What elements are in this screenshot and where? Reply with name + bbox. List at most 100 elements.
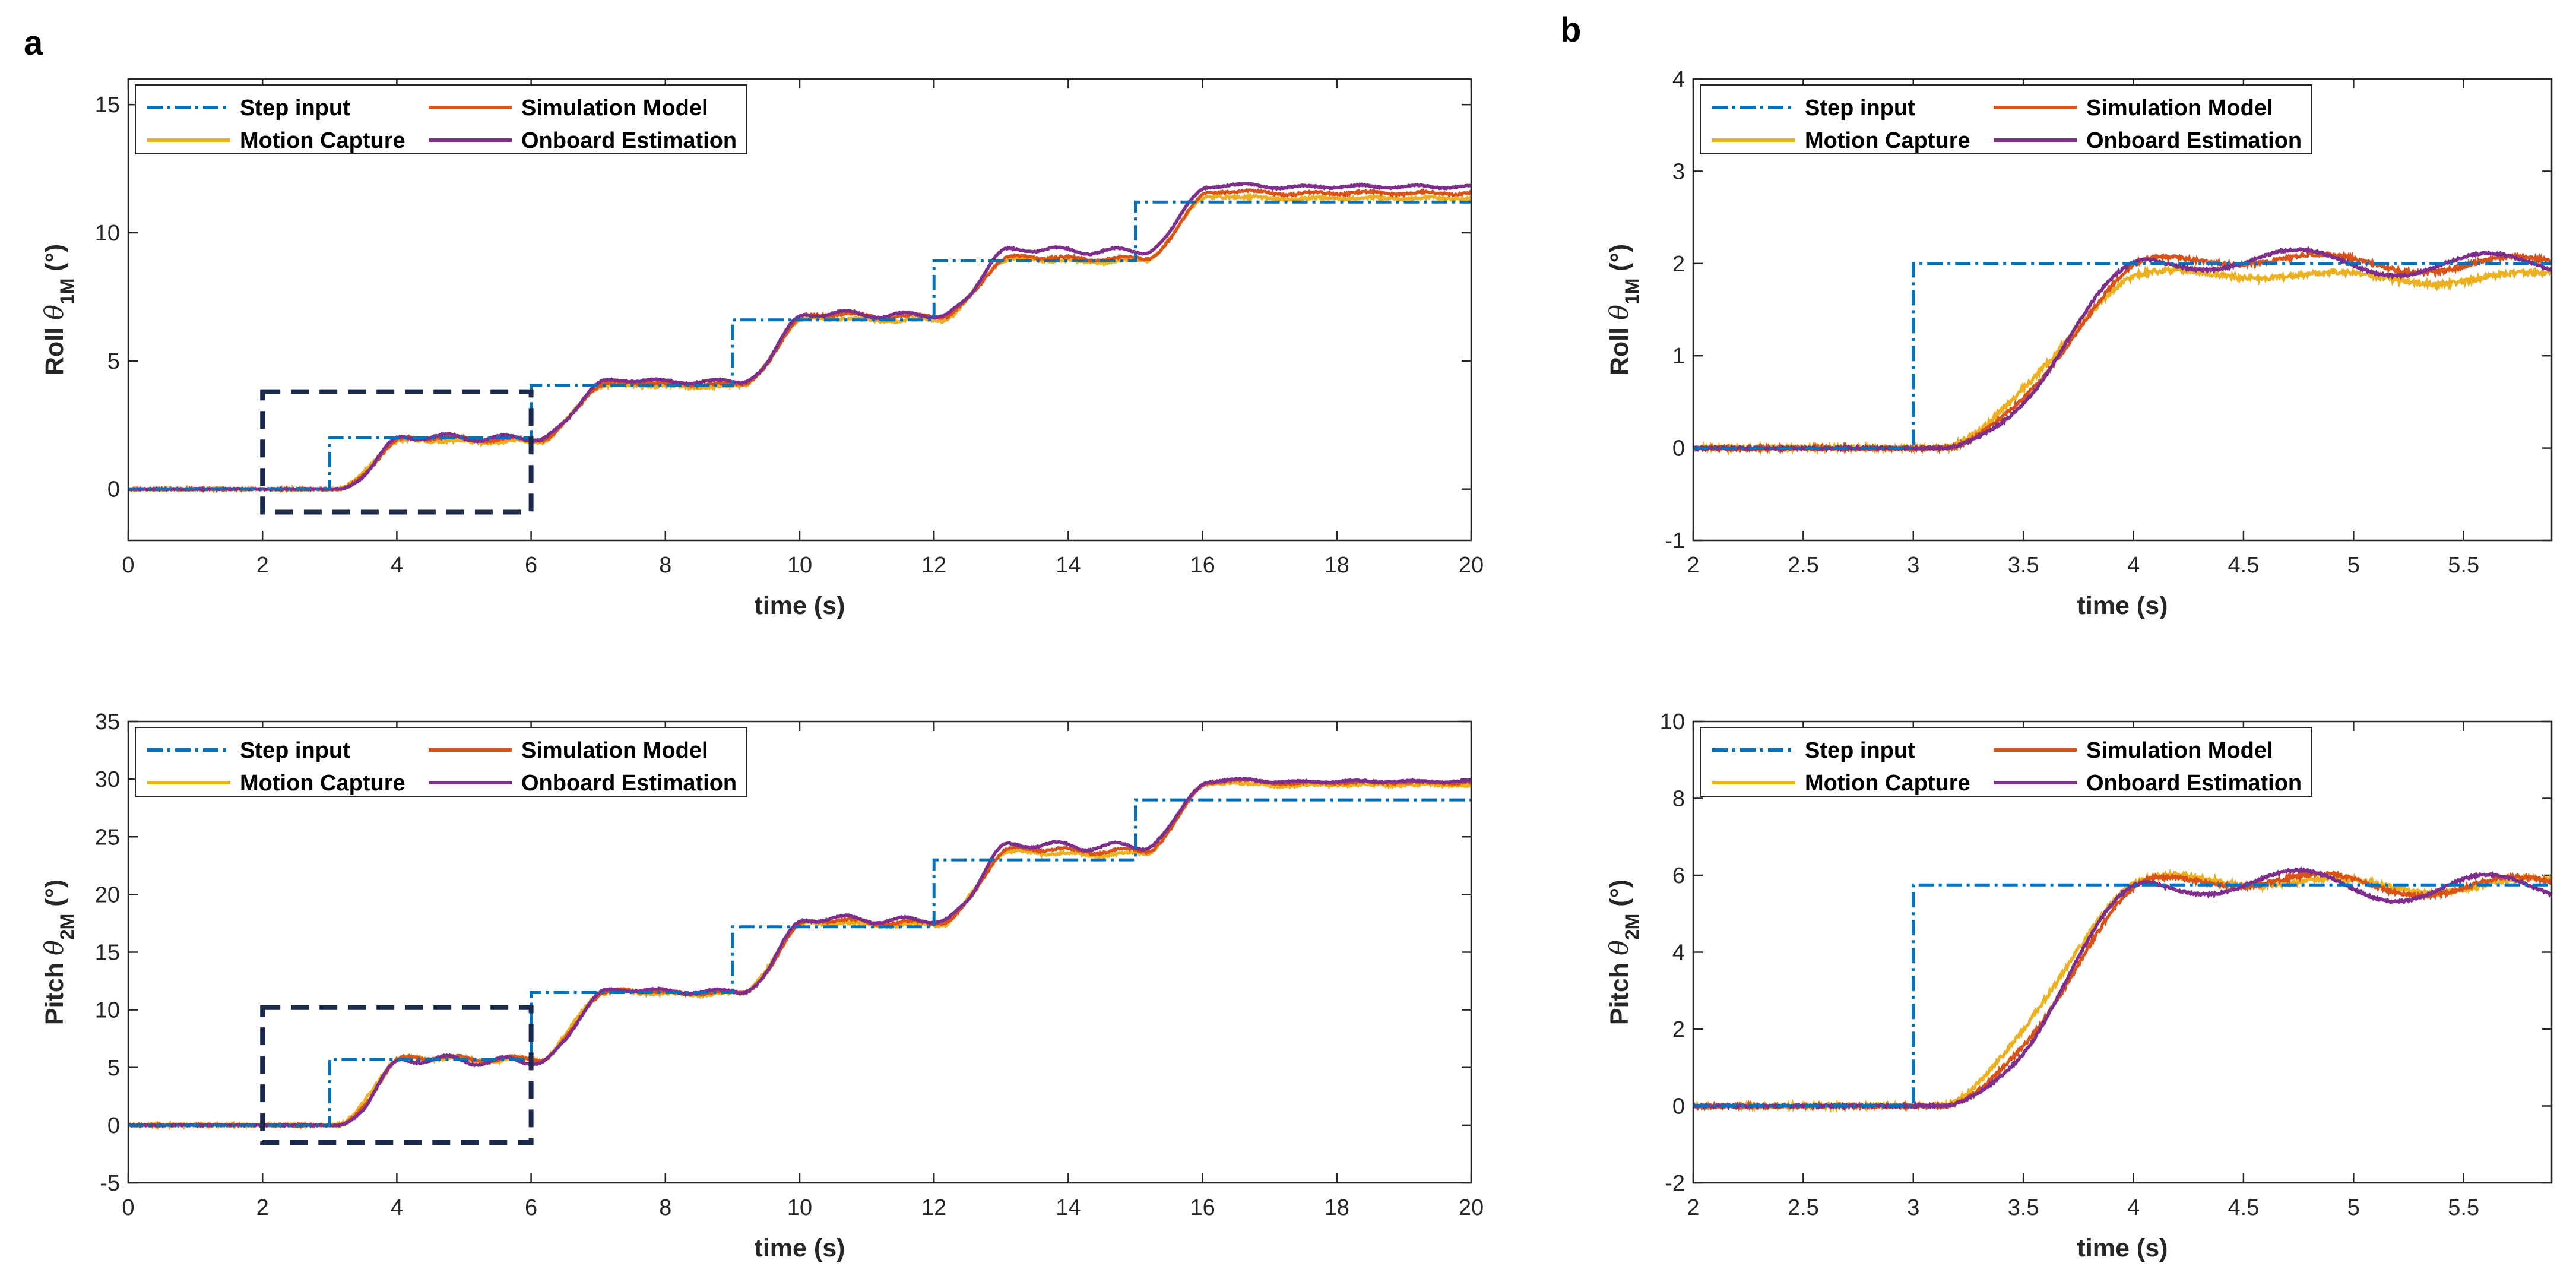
series-group xyxy=(128,776,1471,1131)
plot-area xyxy=(128,79,1471,540)
legend-onboard-estimation-label: Onboard Estimation xyxy=(521,128,737,153)
x-tick-label: 18 xyxy=(1325,553,1349,578)
series-group xyxy=(1693,246,2552,457)
legend-step-input-label: Step input xyxy=(240,96,350,121)
y-axis-label-subscript: 1M xyxy=(1621,278,1643,305)
plot-area xyxy=(1693,79,2552,540)
legend: Step input Simulation Model Motion Capture… xyxy=(135,727,747,797)
y-tick-label: 35 xyxy=(95,710,120,735)
y-tick-label: 30 xyxy=(95,767,120,792)
roll-full-chart: 0 2 4 6 8 10 12 14 16 18 20 0 5 10 15 time (s) Roll θ1M … xyxy=(40,78,1484,620)
x-tick-label: 20 xyxy=(1459,553,1484,578)
legend: Step input Simulation Model Motion Capture… xyxy=(135,84,747,154)
y-axis-label-prefix: Pitch xyxy=(1605,955,1634,1025)
legend-motion-capture-label: Motion Capture xyxy=(240,771,405,796)
series-line-onboard-estimation xyxy=(128,776,1471,1128)
y-tick-label: 20 xyxy=(95,882,120,907)
y-axis-label-symbol: θ xyxy=(40,305,69,320)
x-tick-label: 3.5 xyxy=(2008,553,2039,578)
y-tick-label: 8 xyxy=(1672,787,1685,812)
x-tick-label: 4 xyxy=(391,1195,403,1220)
y-tick-label: 4 xyxy=(1672,67,1685,92)
axes-frame xyxy=(1692,78,2553,542)
x-tick-label: 16 xyxy=(1190,553,1215,578)
y-tick-label: 10 xyxy=(1660,710,1685,735)
plot-area xyxy=(128,721,1471,1183)
zoom-region-box xyxy=(260,389,534,515)
y-tick-label: 0 xyxy=(1672,436,1685,461)
x-tick-label: 14 xyxy=(1056,553,1081,578)
legend-box xyxy=(135,727,747,797)
y-tick-label: 0 xyxy=(107,477,120,502)
legend-box xyxy=(135,84,747,154)
roll-zoom-chart: 2 2.5 3 3.5 4 4.5 5 5.5 -1 0 1 2 3 4 time (s) Roll θ1M … xyxy=(1605,67,2553,620)
x-tick-label: 0 xyxy=(122,1195,134,1220)
x-tick-label: 8 xyxy=(659,1195,671,1220)
x-axis-label: time (s) xyxy=(755,1234,845,1262)
y-tick-label: 15 xyxy=(95,93,120,118)
y-tick-label: 15 xyxy=(95,941,120,966)
x-tick-label: 4 xyxy=(391,553,403,578)
legend-simulation-model-label: Simulation Model xyxy=(2086,738,2273,763)
y-axis-label: Roll θ1M (°) xyxy=(40,244,78,375)
y-tick-label: 3 xyxy=(1672,159,1685,184)
y-tick-label: 25 xyxy=(95,825,120,850)
y-axis-label: Pitch θ2M (°) xyxy=(1605,879,1643,1025)
x-tick-label: 20 xyxy=(1459,1195,1484,1220)
legend-simulation-model-label: Simulation Model xyxy=(521,96,708,121)
x-tick-label: 12 xyxy=(921,553,946,578)
y-axis-label: Roll θ1M (°) xyxy=(1605,244,1643,375)
x-tick-label: 5.5 xyxy=(2448,1195,2479,1220)
axes-frame xyxy=(1692,720,2553,1184)
y-axis-label: Pitch θ2M (°) xyxy=(40,879,78,1025)
x-tick-label: 3 xyxy=(1907,1195,1919,1220)
y-axis-label-prefix: Roll xyxy=(40,320,69,375)
y-tick-label: 0 xyxy=(1672,1094,1685,1119)
x-axis-label: time (s) xyxy=(755,591,845,620)
x-axis-label: time (s) xyxy=(2077,1234,2168,1262)
x-tick-label: 4.5 xyxy=(2228,553,2260,578)
legend-step-input-label: Step input xyxy=(1805,96,1915,121)
legend-box xyxy=(1700,727,2312,797)
y-axis-label-suffix: (°) xyxy=(1605,244,1634,278)
y-tick-label: 5 xyxy=(107,349,120,374)
series-group xyxy=(128,181,1471,494)
series-line-step-input xyxy=(1693,262,2552,450)
panel-label-a: a xyxy=(24,24,43,62)
x-tick-label: 2 xyxy=(256,1195,269,1220)
x-tick-label: 5 xyxy=(2347,553,2360,578)
y-axis-label-subscript: 1M xyxy=(56,278,78,305)
legend: Step input Simulation Model Motion Capture… xyxy=(1700,727,2312,797)
y-tick-label: 10 xyxy=(95,998,120,1023)
y-tick-label: 0 xyxy=(107,1113,120,1138)
x-tick-label: 3.5 xyxy=(2008,1195,2039,1220)
legend-motion-capture-label: Motion Capture xyxy=(240,128,405,153)
x-tick-label: 12 xyxy=(921,1195,946,1220)
x-tick-label: 10 xyxy=(787,1195,812,1220)
legend-simulation-model-label: Simulation Model xyxy=(521,738,708,763)
y-tick-label: -2 xyxy=(1665,1171,1685,1196)
series-line-step-input xyxy=(128,798,1471,1127)
legend-step-input-label: Step input xyxy=(1805,738,1915,763)
legend-onboard-estimation-label: Onboard Estimation xyxy=(2086,128,2302,153)
x-tick-label: 2.5 xyxy=(1788,1195,1819,1220)
y-axis-label-subscript: 2M xyxy=(56,914,78,940)
x-tick-label: 5 xyxy=(2347,1195,2360,1220)
x-tick-label: 10 xyxy=(787,553,812,578)
y-axis-label-symbol: θ xyxy=(40,940,69,955)
legend-onboard-estimation-label: Onboard Estimation xyxy=(2086,771,2302,796)
x-tick-label: 3 xyxy=(1907,553,1919,578)
y-tick-label: -1 xyxy=(1665,528,1685,553)
y-tick-label: -5 xyxy=(100,1171,120,1196)
y-axis-label-suffix: (°) xyxy=(40,879,69,914)
x-tick-label: 6 xyxy=(525,553,537,578)
x-tick-label: 4.5 xyxy=(2228,1195,2260,1220)
y-tick-label: 4 xyxy=(1672,941,1685,966)
series-line-step-input xyxy=(128,200,1471,491)
y-axis-label-prefix: Roll xyxy=(1605,320,1634,375)
panel-label-b: b xyxy=(1560,11,1581,49)
x-tick-label: 0 xyxy=(122,553,134,578)
x-tick-label: 4 xyxy=(2127,1195,2140,1220)
